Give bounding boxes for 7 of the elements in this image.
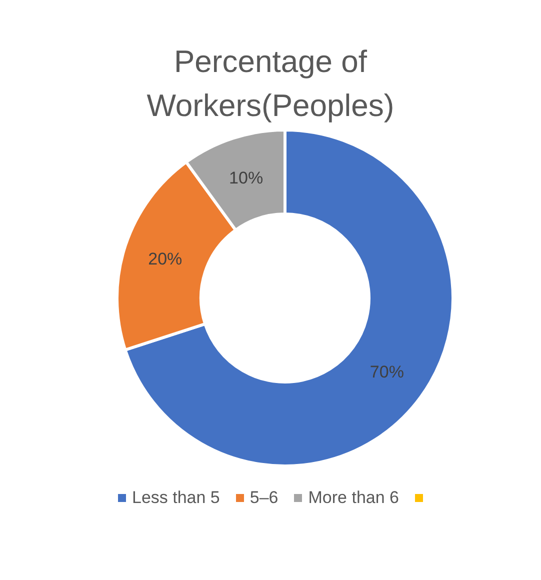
legend-label: More than 6 — [308, 488, 399, 508]
data-label: 20% — [148, 250, 182, 269]
legend-label: Less than 5 — [132, 488, 220, 508]
legend-label: 5–6 — [250, 488, 278, 508]
chart-title: Percentage of Workers(Peoples) — [146, 43, 396, 125]
data-label: 10% — [229, 168, 264, 188]
data-label: 70% — [370, 362, 404, 382]
